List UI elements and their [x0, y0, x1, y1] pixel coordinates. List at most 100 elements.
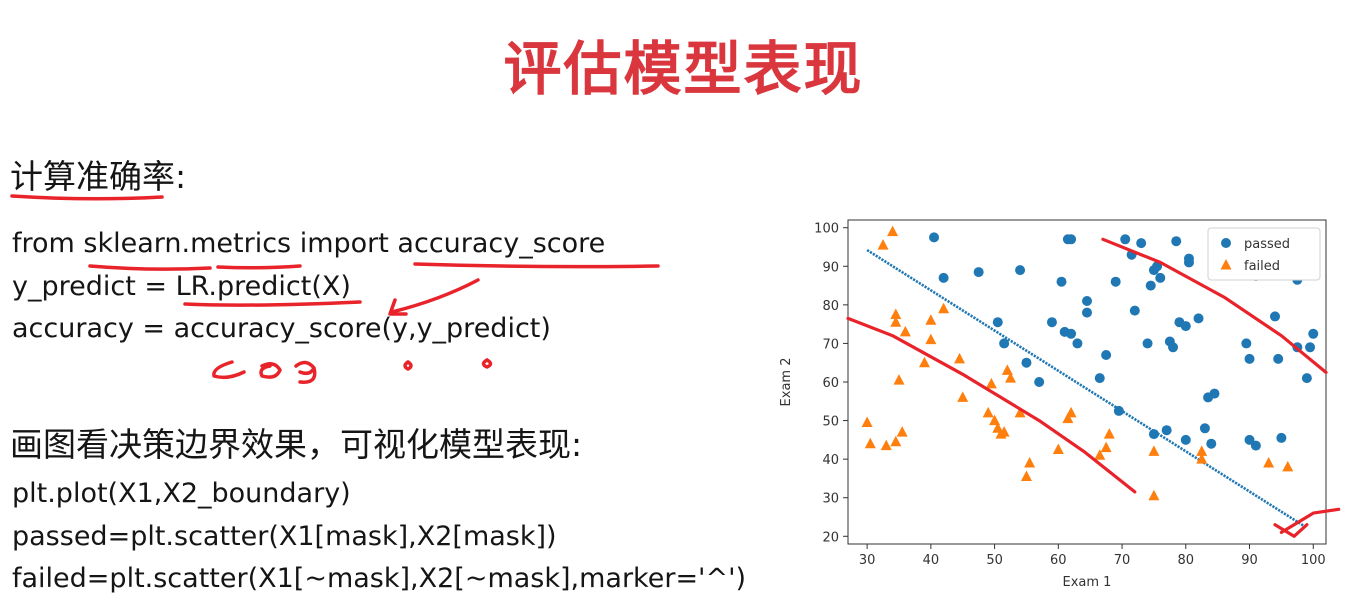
y-tick-label: 20	[822, 530, 839, 545]
code-line-import: from sklearn.metrics import accuracy_sco…	[12, 228, 606, 259]
passed-point	[929, 232, 940, 243]
failed-point	[998, 426, 1010, 437]
failed-point	[918, 356, 930, 368]
scatter-chart: 30 40 50 60 70 80 90 100 20 30 40 50 60 70 80 90 100 Exam…	[779, 219, 1341, 590]
red-annotation-stroke	[846, 316, 1137, 494]
failed-point	[1196, 453, 1208, 464]
failed-point	[890, 316, 902, 327]
boundary-line	[866, 248, 1308, 529]
passed-point	[1244, 353, 1255, 364]
y-tick-label: 50	[822, 415, 839, 430]
failed-point	[880, 439, 892, 451]
legend-marker-failed	[1220, 259, 1232, 270]
y-tick-label: 100	[814, 222, 839, 237]
x-tick-label: 60	[1050, 553, 1067, 568]
y-tick-label: 80	[822, 299, 839, 314]
passed-point	[1180, 434, 1191, 445]
passed-point	[1094, 373, 1105, 384]
x-tick-label: 80	[1178, 553, 1195, 568]
slide-title: 评估模型表现	[503, 35, 864, 103]
chart-legend: passed failed	[1207, 227, 1321, 281]
failed-point	[890, 435, 902, 447]
failed-point	[1148, 489, 1160, 501]
handwritten-o-mark-2	[481, 358, 493, 369]
passed-point	[1308, 328, 1319, 339]
passed-point	[1113, 405, 1124, 416]
passed-point	[1129, 305, 1140, 316]
handwritten-y-mark	[212, 360, 246, 380]
failed-point	[1148, 445, 1160, 456]
handwritten-g-mark	[294, 360, 317, 384]
underline-metrics	[216, 264, 302, 270]
x-axis-label: Exam 1	[1063, 575, 1112, 590]
passed-point	[999, 338, 1010, 349]
passed-point	[992, 317, 1003, 328]
failed-point	[1014, 406, 1026, 418]
underline-sklearn	[88, 264, 212, 271]
failed-point	[1196, 445, 1208, 456]
failed-point	[1062, 412, 1074, 424]
y-tick-label: 40	[822, 453, 839, 468]
arrow-head	[388, 298, 408, 316]
failed-point	[890, 308, 902, 319]
decision-boundary	[866, 248, 1308, 529]
passed-point	[1276, 432, 1287, 443]
failed-point	[957, 391, 969, 402]
failed-point	[1020, 470, 1032, 481]
passed-point	[1193, 313, 1204, 324]
y-tick-label: 90	[822, 260, 839, 275]
failed-point	[925, 333, 937, 345]
failed-point	[1282, 460, 1294, 472]
y-axis-label: Exam 2	[779, 358, 794, 407]
passed-point	[1168, 342, 1179, 353]
section-heading-accuracy: 计算准确率:	[10, 157, 187, 196]
arrow-line	[390, 278, 480, 314]
passed-point	[1155, 272, 1166, 283]
failed-point	[864, 437, 876, 449]
passed-point	[1072, 338, 1083, 349]
x-tick-label: 100	[1301, 553, 1326, 568]
passed-point	[1145, 280, 1156, 291]
x-tick-label: 30	[859, 553, 876, 568]
passed-point	[1015, 265, 1026, 276]
passed-point	[1171, 236, 1182, 247]
passed-point	[1120, 234, 1131, 245]
passed-point	[1046, 317, 1057, 328]
failed-point	[899, 325, 911, 337]
y-tick-label: 70	[822, 337, 839, 352]
passed-point	[1206, 438, 1217, 449]
failed-point	[985, 377, 997, 389]
y-tick-label: 60	[822, 376, 839, 391]
passed-point	[1021, 357, 1032, 368]
failed-point	[1065, 406, 1077, 418]
passed-point	[1250, 440, 1261, 451]
code-line-accuracy: accuracy = accuracy_score(y,y_predict)	[12, 313, 551, 344]
passed-point	[1301, 373, 1312, 384]
passed-point	[1183, 257, 1194, 268]
legend-label-passed: passed	[1244, 237, 1290, 252]
failed-point	[861, 416, 873, 427]
passed-point	[1101, 350, 1112, 360]
failed-point	[938, 302, 950, 314]
passed-point	[973, 267, 984, 278]
underline-accuracy-score	[413, 262, 660, 269]
red-annotation-stroke	[1101, 237, 1328, 374]
passed-point	[1209, 388, 1220, 399]
passed-point	[1273, 353, 1284, 364]
code-line-plot: plt.plot(X1,X2_boundary)	[12, 478, 351, 509]
passed-point	[1199, 423, 1210, 434]
x-tick-label: 70	[1114, 553, 1131, 568]
passed-point	[1110, 276, 1121, 287]
failed-point	[887, 225, 899, 237]
failed-point	[1263, 457, 1275, 468]
passed-point	[1136, 238, 1147, 249]
failed-point	[1001, 364, 1013, 375]
failed-point	[1052, 443, 1064, 454]
failed-point	[1094, 449, 1106, 460]
failed-point	[896, 426, 908, 437]
passed-point	[938, 272, 949, 283]
passed-point	[1244, 434, 1255, 445]
passed-point	[1270, 311, 1281, 322]
code-line-passed: passed=plt.scatter(X1[mask],X2[mask])	[12, 521, 557, 552]
failed-point	[925, 314, 937, 325]
